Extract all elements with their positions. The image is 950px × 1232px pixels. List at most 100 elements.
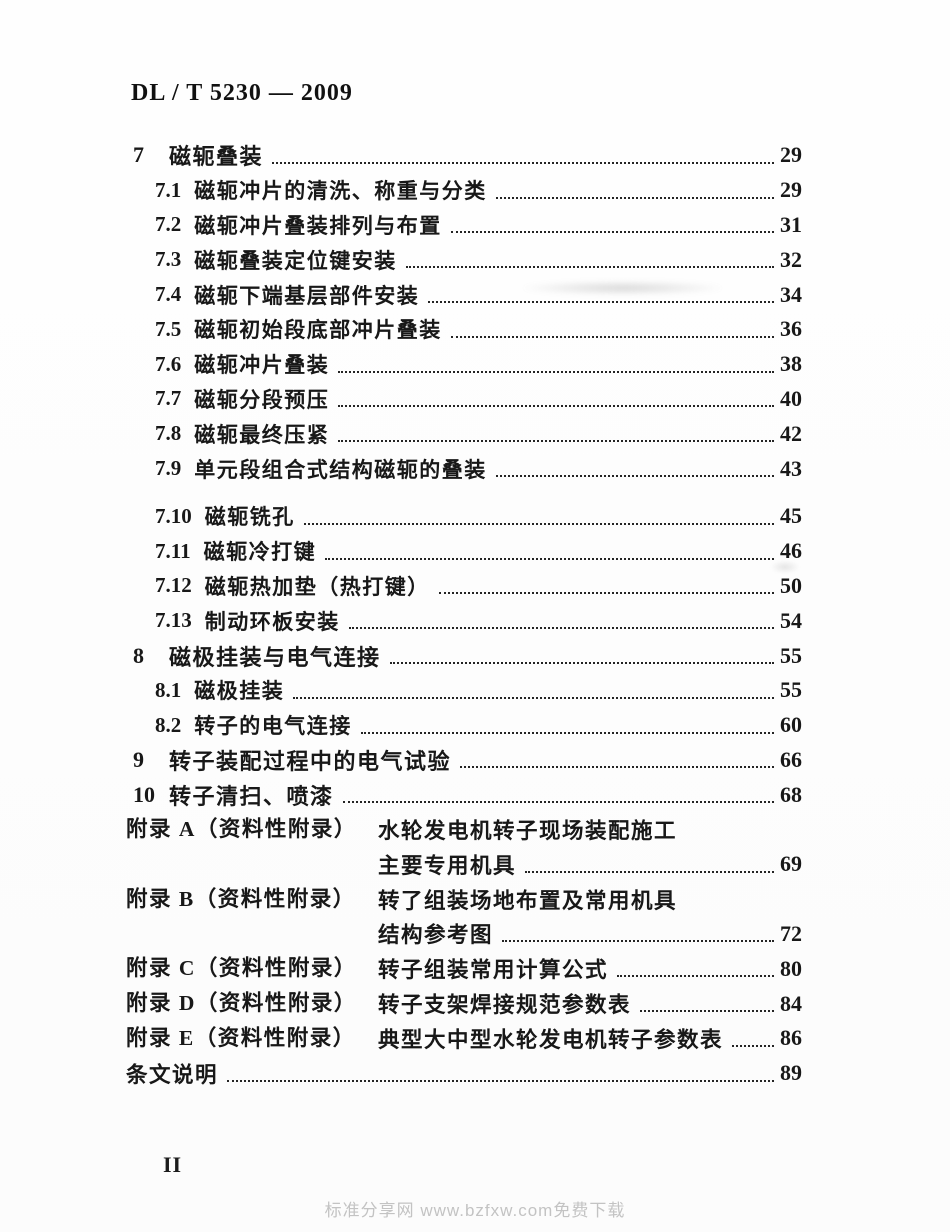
toc-entry-number: 7.1 [155, 177, 182, 202]
toc-entry-title: 磁轭叠装定位键安装 [194, 248, 397, 273]
toc-entry-title: 典型大中型水轮发电机转子参数表 [378, 1027, 724, 1052]
dotted-leader [293, 696, 774, 699]
dotted-leader [348, 627, 774, 630]
toc-entry-title: 磁轭叠装 [169, 144, 264, 170]
table-of-contents: 7 磁轭叠装 29 7.1 磁轭冲片的清洗、称重与分类 29 7.2 磁轭冲片叠装排列与布置 3… [126, 138, 802, 1091]
toc-entry-page: 50 [780, 572, 802, 598]
toc-entry-title: 磁轭初始段底部冲片叠装 [194, 318, 442, 343]
dotted-leader [338, 440, 774, 443]
dotted-leader [342, 801, 774, 804]
dotted-leader [450, 335, 774, 338]
dotted-leader [389, 661, 774, 664]
toc-entry-title: 条文说明 [126, 1062, 219, 1087]
toc-entry-page: 46 [780, 538, 802, 564]
dotted-leader [460, 766, 774, 769]
toc-entry-page: 42 [780, 420, 802, 446]
toc-entry-title: 磁轭下端基层部件安装 [194, 283, 420, 308]
dotted-leader [227, 1079, 774, 1082]
toc-entry: 7.10 磁轭铣孔 45 [126, 499, 802, 534]
toc-entry: 8.2 转子的电气连接 60 [126, 708, 802, 743]
dotted-leader [438, 592, 774, 595]
toc-entry: 8.1 磁极挂装 55 [126, 673, 802, 708]
toc-entry-page: 55 [780, 677, 802, 703]
toc-entry: 7 磁轭叠装 29 [126, 138, 802, 173]
toc-entry-title: 转子的电气连接 [194, 714, 352, 739]
toc-entry-title: 转子清扫、喷漆 [169, 783, 334, 809]
toc-entry-appendix: 附录 A（资料性附录） 水轮发电机转子现场装配施工 主要专用机具 69 [126, 812, 802, 882]
toc-entry-title: 结构参考图 [378, 923, 494, 948]
toc-entry-page: 38 [780, 351, 802, 377]
dotted-leader [640, 1009, 774, 1012]
appendix-title-line: 结构参考图 72 [378, 917, 802, 952]
toc-entry-appendix: 附录 C（资料性附录） 转子组装常用计算公式 80 [126, 951, 802, 986]
toc-entry-title: 磁轭冲片的清洗、称重与分类 [194, 179, 487, 204]
toc-entry-number: 7.13 [155, 608, 192, 633]
toc-entry-number: 8.1 [155, 677, 182, 702]
dotted-leader [495, 196, 774, 199]
toc-entry-page: 31 [780, 211, 802, 237]
appendix-label: 附录 D（资料性附录） [126, 991, 357, 1016]
toc-entry-page: 69 [780, 851, 802, 877]
appendix-title-block: 转了组装场地布置及常用机具结构参考图 72 [378, 882, 802, 952]
dotted-leader [360, 731, 774, 734]
standard-number-header: DL / T 5230 — 2009 [131, 80, 353, 106]
dotted-leader [325, 557, 774, 560]
toc-entry-number: 7.4 [155, 282, 182, 307]
toc-entry-title: 磁轭冷打键 [203, 540, 317, 565]
appendix-title-line: 转了组装场地布置及常用机具 [378, 882, 802, 917]
dotted-leader [338, 405, 774, 408]
toc-entry: 7.5 磁轭初始段底部冲片叠装 36 [126, 312, 802, 347]
toc-entry: 7.13 制动环板安装 54 [126, 603, 802, 638]
toc-entry-title: 水轮发电机转子现场装配施工 [378, 819, 678, 844]
toc-entry-page: 36 [780, 316, 802, 342]
toc-entry-number: 7.11 [155, 538, 191, 563]
toc-entry-number: 8 [133, 642, 144, 668]
toc-entry-number: 7.5 [155, 316, 182, 341]
appendix-title-block: 典型大中型水轮发电机转子参数表 86 [378, 1021, 802, 1056]
watermark-text: 标准分享网 www.bzfxw.com免费下载 [324, 1201, 626, 1220]
toc-entry-number: 7.2 [155, 212, 182, 237]
toc-entry: 7.7 磁轭分段预压 40 [126, 382, 802, 417]
appendix-title-line: 转子组装常用计算公式 80 [378, 951, 802, 986]
toc-entry-title: 单元段组合式结构磁轭的叠装 [194, 457, 487, 482]
toc-entry-title: 转子装配过程中的电气试验 [169, 748, 452, 774]
toc-entry-number: 10 [133, 781, 155, 807]
toc-entry-title: 主要专用机具 [378, 853, 517, 878]
dotted-leader [338, 370, 774, 373]
toc-entry-title: 磁轭冲片叠装 [194, 353, 330, 378]
dotted-leader [303, 522, 774, 525]
toc-entry-title: 磁轭分段预压 [194, 387, 330, 412]
toc-entry-title: 制动环板安装 [204, 609, 340, 634]
toc-entry-appendix: 附录 E（资料性附录） 典型大中型水轮发电机转子参数表 86 [126, 1021, 802, 1056]
appendix-label: 附录 E（资料性附录） [126, 1025, 356, 1050]
appendix-title-line: 主要专用机具 69 [378, 847, 802, 882]
toc-entry-page: 84 [780, 990, 802, 1016]
appendix-title-block: 转子支架焊接规范参数表 84 [378, 986, 802, 1021]
toc-entry-title: 磁极挂装 [194, 679, 285, 704]
appendix-label: 附录 C（资料性附录） [126, 956, 357, 981]
toc-entry: 7.6 磁轭冲片叠装 38 [126, 347, 802, 382]
toc-entry-page: 72 [780, 920, 802, 946]
toc-entry: 条文说明 89 [126, 1056, 802, 1091]
toc-entry: 10 转子清扫、喷漆 68 [126, 777, 802, 812]
dotted-leader [405, 266, 774, 269]
toc-entry-title: 磁轭铣孔 [204, 505, 295, 530]
toc-entry-title: 磁轭最终压紧 [194, 422, 330, 447]
toc-entry-number: 8.2 [155, 712, 182, 737]
appendix-title-line: 水轮发电机转子现场装配施工 [378, 812, 802, 847]
dotted-leader [428, 300, 774, 303]
toc-entry-number: 7.12 [155, 573, 192, 598]
toc-entry-number: 9 [133, 746, 144, 772]
toc-entry-number: 7.3 [155, 247, 182, 272]
toc-entry-page: 29 [780, 177, 802, 203]
toc-entry: 7.2 磁轭冲片叠装排列与布置 31 [126, 208, 802, 243]
appendix-label: 附录 A（资料性附录） [126, 817, 357, 842]
dotted-leader [450, 231, 774, 234]
dotted-leader [525, 870, 774, 873]
toc-entry-title: 磁轭热加垫（热打键） [204, 574, 430, 599]
toc-entry-page: 45 [780, 503, 802, 529]
toc-entry-title: 磁轭冲片叠装排列与布置 [194, 213, 442, 238]
toc-entry: 7.12 磁轭热加垫（热打键） 50 [126, 569, 802, 604]
toc-entry: 7.1 磁轭冲片的清洗、称重与分类 29 [126, 173, 802, 208]
